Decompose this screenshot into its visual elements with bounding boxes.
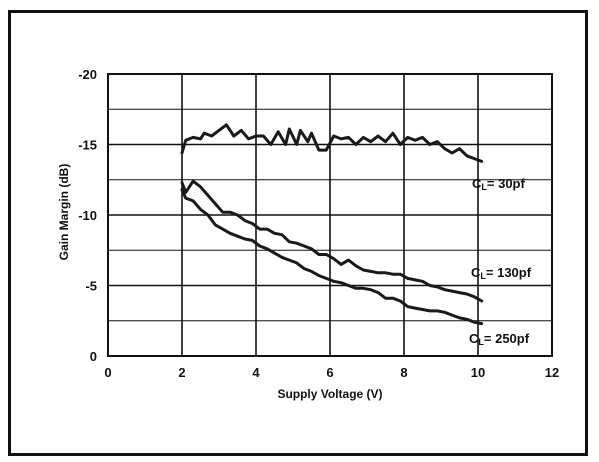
series-label-subscript: L xyxy=(480,271,486,281)
series-label-rest: = 30pf xyxy=(487,176,526,191)
series-line-1 xyxy=(180,123,484,163)
x-axis-label: Supply Voltage (V) xyxy=(277,387,382,401)
x-tick-label: 12 xyxy=(545,365,559,380)
series-label-subscript: L xyxy=(478,337,484,347)
x-tick-label: 6 xyxy=(326,365,333,380)
series-label-main: C xyxy=(472,176,482,191)
series-label-1: CL= 30pf xyxy=(472,176,525,192)
series-label-main: C xyxy=(469,331,479,346)
y-tick-label: -10 xyxy=(78,208,97,223)
plot-area-border xyxy=(107,73,553,357)
x-tick-label: 8 xyxy=(400,365,407,380)
x-tick-label: 10 xyxy=(471,365,485,380)
series-label-rest: = 130pf xyxy=(486,265,532,280)
series-label-rest: = 250pf xyxy=(484,331,530,346)
x-tick-label: 0 xyxy=(104,365,111,380)
series-line-2 xyxy=(180,179,484,303)
x-tick-label: 2 xyxy=(178,365,185,380)
series-label-subscript: L xyxy=(481,182,487,192)
grid xyxy=(107,73,553,357)
x-tick-label: 4 xyxy=(252,365,260,380)
series-label-main: C xyxy=(471,265,481,280)
series-line-3 xyxy=(180,188,484,326)
y-tick-label: 0 xyxy=(90,349,97,364)
y-tick-label: -5 xyxy=(85,279,97,294)
figure-frame xyxy=(8,10,588,456)
y-axis-label: Gain Margin (dB) xyxy=(57,164,71,261)
y-tick-label: -20 xyxy=(78,67,97,82)
y-tick-label: -15 xyxy=(78,138,97,153)
series-label-3: CL= 250pf xyxy=(469,331,530,347)
series-lines xyxy=(180,123,484,326)
series-label-2: CL= 130pf xyxy=(471,265,532,281)
tick-labels: 0 2 4 6 8 10 12 0 -5 -10 -15 -20 xyxy=(78,67,559,380)
